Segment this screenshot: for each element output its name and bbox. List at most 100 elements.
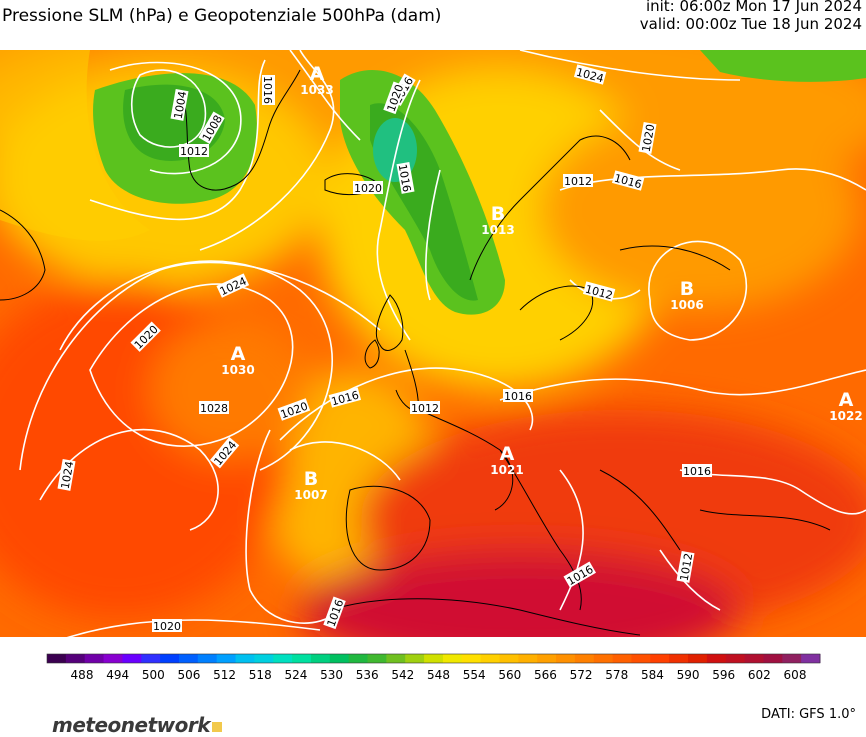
isobar-label: 1020 — [638, 122, 658, 154]
colorbar-tick-label: 584 — [641, 668, 664, 682]
svg-text:A: A — [839, 389, 854, 411]
isobar-label: 1028 — [199, 401, 229, 415]
colorbar-tick-label: 500 — [142, 668, 165, 682]
data-source: DATI: GFS 1.0° — [761, 707, 856, 722]
colorbar-swatch — [386, 654, 406, 663]
colorbar-swatches — [46, 653, 821, 664]
svg-text:1022: 1022 — [829, 409, 862, 423]
colorbar-tick-label: 608 — [784, 668, 807, 682]
colorbar-swatch — [706, 654, 727, 663]
colorbar-swatch — [254, 654, 274, 663]
colorbar-swatch — [518, 654, 538, 663]
colorbar-tick-label: 536 — [356, 668, 379, 682]
colorbar-swatch — [405, 654, 425, 663]
colorbar-tick-label: 590 — [677, 668, 700, 682]
colorbar-swatch — [273, 654, 293, 663]
svg-text:1007: 1007 — [294, 488, 327, 502]
svg-text:1016: 1016 — [261, 76, 274, 104]
colorbar-swatch — [574, 654, 595, 663]
colorbar-tick-label: 548 — [427, 668, 450, 682]
isobar-label: 1016 — [503, 389, 533, 403]
colorbar-swatch — [556, 654, 576, 663]
isobar-label: 1016 — [261, 75, 275, 105]
svg-text:1020: 1020 — [640, 123, 658, 153]
colorbar-swatch — [348, 654, 369, 663]
colorbar-swatch — [631, 654, 651, 663]
svg-text:1028: 1028 — [200, 402, 228, 415]
colorbar-tick-label: 488 — [71, 668, 94, 682]
colorbar-swatch — [65, 654, 86, 663]
colorbar-tick-label: 524 — [284, 668, 307, 682]
colorbar-swatch — [424, 654, 444, 663]
colorbar-swatch — [461, 654, 482, 663]
svg-text:1016: 1016 — [396, 163, 414, 193]
colorbar-swatch — [329, 654, 350, 663]
svg-text:1016: 1016 — [504, 390, 532, 403]
isobar-label: 1020 — [152, 619, 182, 633]
isobar-label: 1024 — [57, 459, 76, 491]
colorbar-swatch — [292, 654, 312, 663]
valid-time: valid: 00:00z Tue 18 Jun 2024 — [639, 15, 862, 33]
colorbar-swatch — [688, 654, 708, 663]
colorbar-tick-label: 554 — [463, 668, 486, 682]
colorbar-swatch — [367, 654, 387, 663]
svg-text:1030: 1030 — [221, 363, 254, 377]
colorbar-swatch — [593, 654, 614, 663]
svg-text:1012: 1012 — [564, 175, 592, 188]
svg-text:1021: 1021 — [490, 463, 523, 477]
colorbar-swatch — [725, 654, 746, 663]
colorbar-tick-label: 518 — [249, 668, 272, 682]
svg-text:B: B — [491, 203, 505, 225]
colorbar-swatch — [310, 654, 331, 663]
colorbar-swatch — [669, 654, 689, 663]
svg-text:A: A — [310, 63, 325, 85]
meteonetwork-logo: meteonetwork — [52, 713, 223, 737]
svg-text:1016: 1016 — [683, 465, 711, 478]
svg-text:1012: 1012 — [411, 402, 439, 415]
colorbar-tick-label: 512 — [213, 668, 236, 682]
colorbar-swatch — [47, 654, 67, 663]
colorbar-swatch — [801, 654, 821, 663]
colorbar-swatch — [235, 654, 255, 663]
colorbar-tick-label: 572 — [570, 668, 593, 682]
colorbar-swatch — [650, 654, 670, 663]
colorbar-swatch — [216, 654, 237, 663]
isobar-label: 1004 — [170, 89, 190, 121]
colorbar: 488 494 500 506 512 518 524 530 536 542 548 554 560 5… — [46, 653, 821, 682]
isobar-label: 1012 — [179, 144, 209, 158]
coastlines — [0, 69, 831, 636]
svg-text:1020: 1020 — [354, 182, 382, 195]
colorbar-tick-label: 542 — [391, 668, 414, 682]
colorbar-tick-label: 530 — [320, 668, 343, 682]
colorbar-swatch — [141, 654, 161, 663]
colorbar-swatch — [160, 654, 180, 663]
isobar-label: 1012 — [410, 401, 440, 415]
colorbar-tick-label: 506 — [177, 668, 200, 682]
isobar-label: 1012 — [676, 551, 696, 583]
colorbar-tick-label: 560 — [498, 668, 521, 682]
colorbar-swatch — [612, 654, 632, 663]
svg-text:B: B — [680, 278, 694, 300]
colorbar-swatch — [744, 654, 764, 663]
svg-text:1033: 1033 — [300, 83, 333, 97]
svg-text:1020: 1020 — [153, 620, 181, 633]
trough-arctic — [700, 50, 866, 82]
colorbar-swatch — [84, 654, 105, 663]
svg-text:1012: 1012 — [678, 552, 696, 582]
svg-text:B: B — [304, 468, 318, 490]
colorbar-swatch — [178, 654, 199, 663]
colorbar-ticks: 488 494 500 506 512 518 524 530 536 542 548 554 560 5… — [71, 668, 807, 682]
svg-text:A: A — [231, 343, 246, 365]
isobar-label-group: 1004100810121016101610201016102010241020… — [57, 64, 712, 633]
colorbar-swatch — [763, 654, 783, 663]
colorbar-swatch — [442, 654, 463, 663]
colorbar-swatch — [782, 654, 802, 663]
isobar-label: 1016 — [682, 464, 712, 478]
svg-text:1004: 1004 — [172, 90, 190, 120]
colorbar-tick-label: 494 — [106, 668, 129, 682]
